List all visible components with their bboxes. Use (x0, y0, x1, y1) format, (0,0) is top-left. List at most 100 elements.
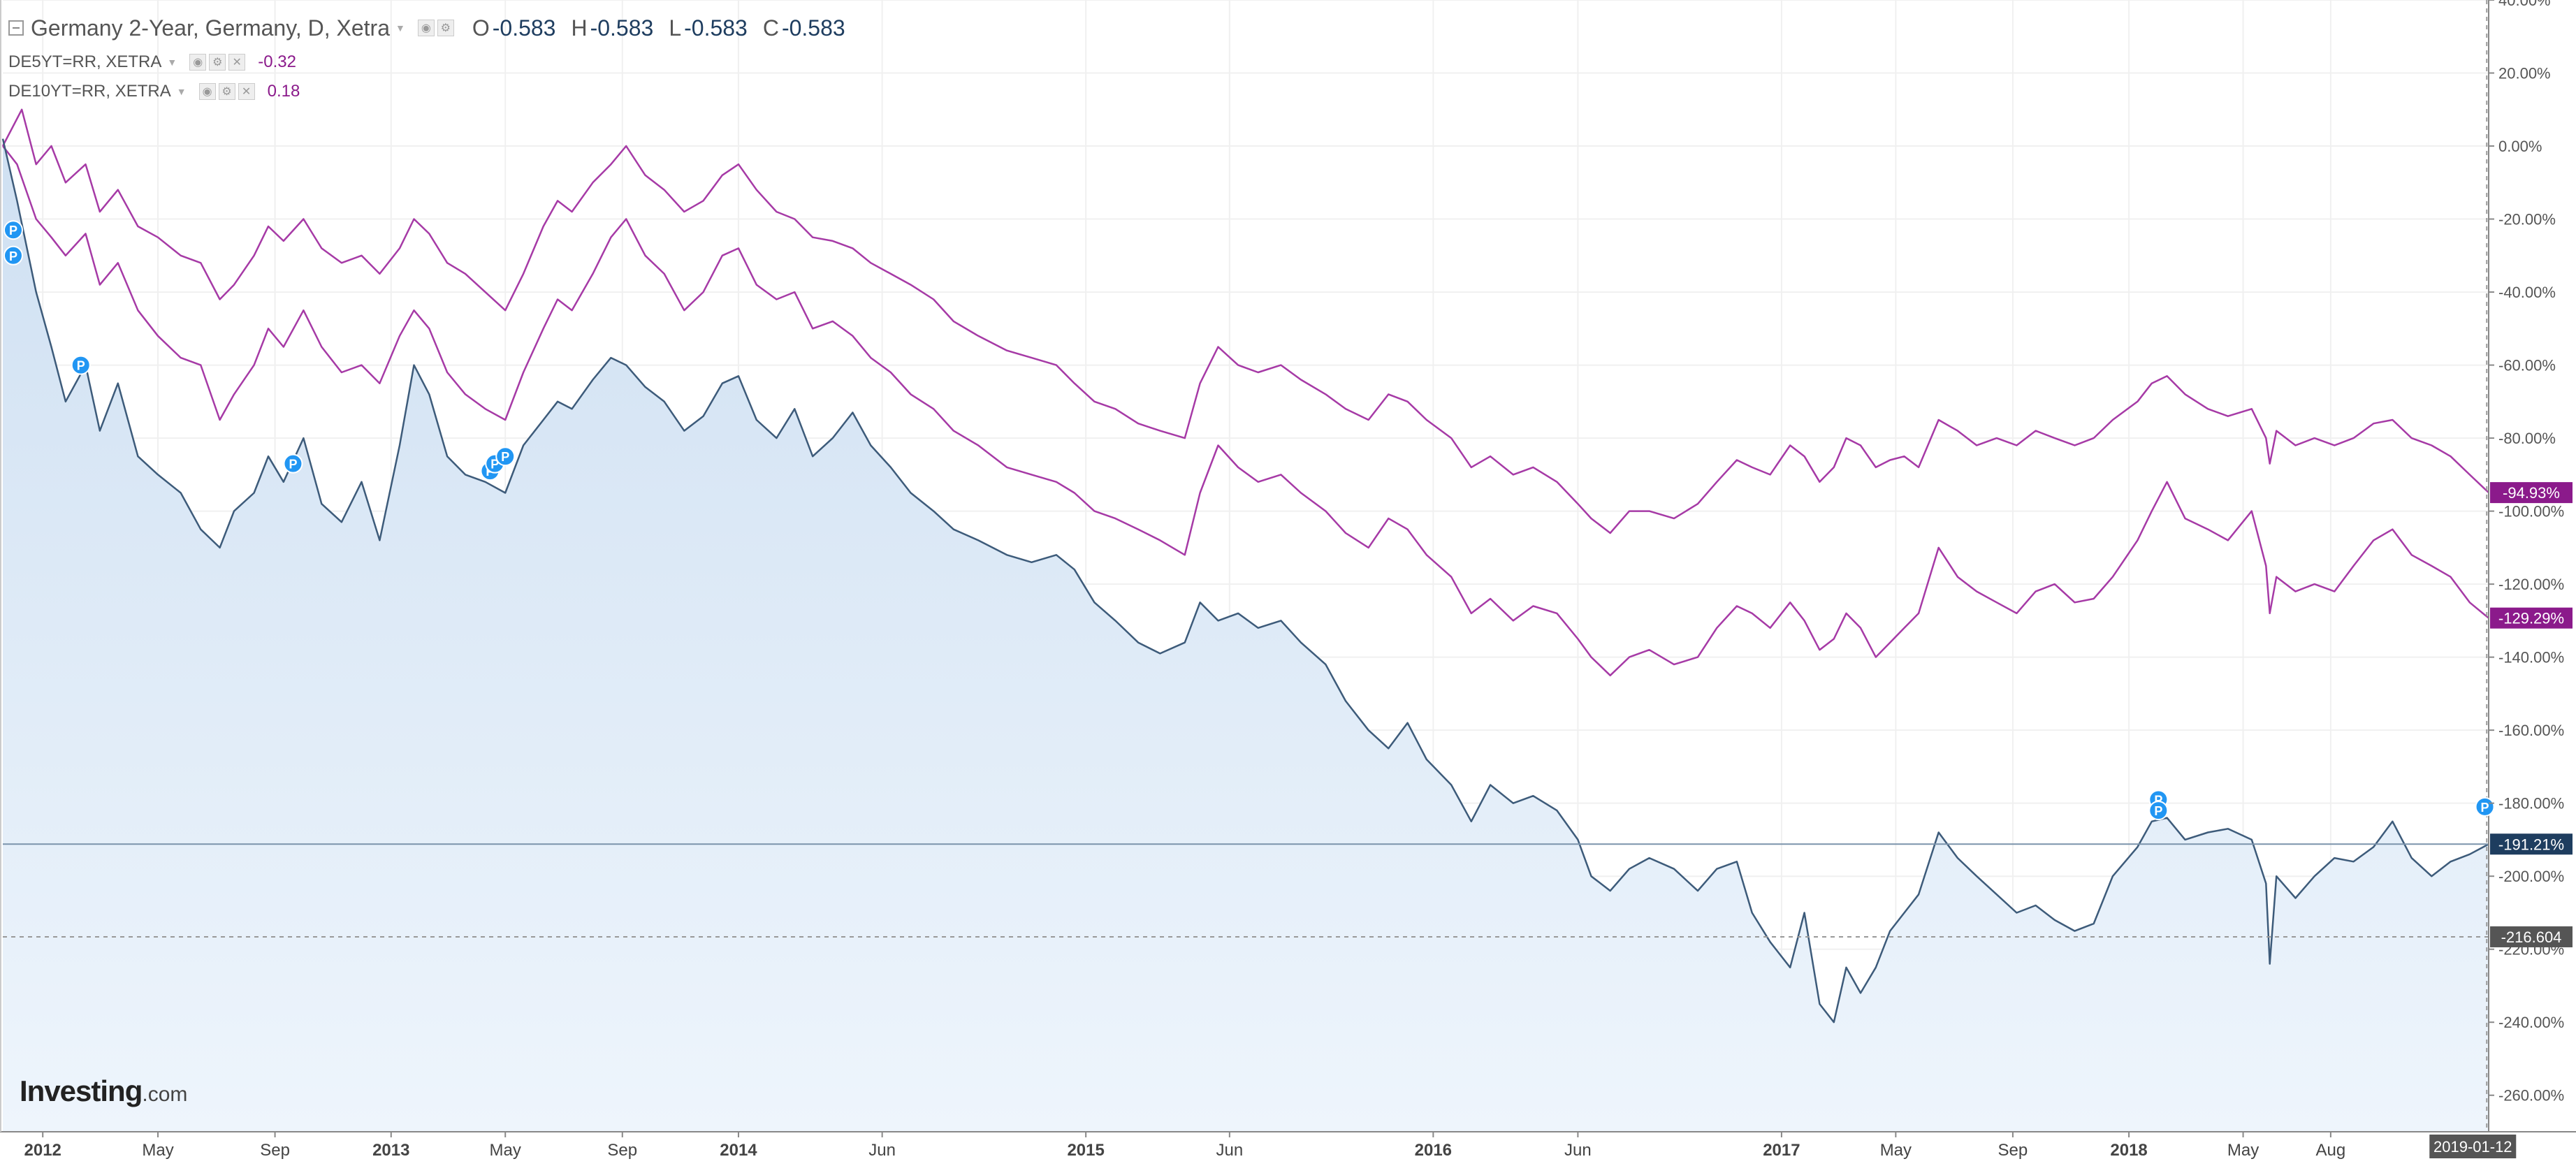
x-tick-label: May (2227, 1141, 2259, 1160)
series-line-de10yt[interactable] (1, 108, 2489, 534)
x-tick-label: Jun (1564, 1141, 1592, 1160)
y-tick-label: 40.00% (2498, 0, 2551, 9)
main-series-area (3, 138, 2489, 1132)
y-tick-label: -240.00% (2498, 1014, 2564, 1031)
high-label: H (571, 15, 588, 41)
event-marker-circle (71, 355, 91, 375)
event-marker-circle (3, 245, 23, 265)
x-tick-label: 2015 (1067, 1141, 1104, 1160)
x-tick-label: 2016 (1415, 1141, 1452, 1160)
visibility-icon[interactable]: ◉ (417, 20, 435, 36)
x-tick-label: May (142, 1141, 173, 1160)
y-tick-label: -140.00% (2498, 649, 2564, 666)
price-tag-bg (2490, 607, 2573, 629)
event-marker-label: P (501, 450, 509, 464)
logo-suffix: .com (142, 1083, 188, 1106)
compare-series-title[interactable]: DE5YT=RR, XETRA (8, 52, 162, 71)
y-tick-label: -40.00% (2498, 284, 2556, 301)
y-tick-label: -60.00% (2498, 357, 2556, 374)
x-axis: 2012 May Sep 2013 May Sep 2014 Jun 2015 Jun 2016 Ju… (24, 1132, 2346, 1160)
chevron-down-icon[interactable]: ▼ (167, 57, 177, 68)
close-icon[interactable]: ✕ (238, 83, 255, 100)
x-tick-label: May (1880, 1141, 1912, 1160)
event-marker-label: P (289, 458, 297, 472)
event-marker-label: P (9, 224, 17, 238)
event-marker-label: P (77, 359, 85, 373)
event-marker-icon[interactable]: P (3, 220, 23, 240)
x-tick-label: Aug (2316, 1141, 2346, 1160)
event-marker-icon[interactable]: P (495, 446, 516, 467)
price-tag-bg (2490, 482, 2573, 504)
event-marker-circle (283, 453, 303, 474)
x-tick-label: May (490, 1141, 521, 1160)
price-tag-label: -191.21% (2498, 836, 2564, 853)
low-label: L (669, 15, 682, 41)
event-marker-icon[interactable]: P (3, 245, 23, 265)
x-tick-label: Sep (607, 1141, 637, 1160)
chevron-down-icon[interactable]: ▼ (176, 86, 187, 97)
price-tag-germany-2-year: -191.21% (2490, 833, 2573, 855)
chevron-down-icon[interactable]: ▼ (395, 22, 405, 34)
price-tag-bg (2490, 833, 2573, 855)
event-marker-icon[interactable]: P (2148, 801, 2169, 821)
chart-legend: Germany 2-Year, Germany, D, Xetra ▼ ◉ ⚙ … (8, 8, 845, 106)
compare-series-value: 0.18 (267, 82, 300, 101)
y-tick-label: -80.00% (2498, 430, 2556, 447)
event-marker-label: P (2481, 801, 2489, 815)
settings-icon[interactable]: ⚙ (437, 20, 454, 36)
visibility-icon[interactable]: ◉ (198, 83, 216, 100)
x-tick-label: 2013 (372, 1141, 409, 1160)
y-tick-label: -160.00% (2498, 722, 2564, 739)
investing-logo: Investing.com (20, 1074, 187, 1108)
event-marker-icon[interactable]: P (283, 453, 303, 474)
event-marker-icon[interactable]: P (71, 355, 91, 375)
event-marker-circle (2148, 801, 2169, 821)
event-marker-label: P (9, 249, 17, 263)
y-tick-label: -100.00% (2498, 503, 2564, 520)
y-tick-label: -260.00% (2498, 1087, 2564, 1105)
compare-series-value: -0.32 (258, 52, 296, 71)
visibility-icon[interactable]: ◉ (189, 54, 207, 71)
settings-icon[interactable]: ⚙ (218, 83, 235, 100)
y-tick-label: 0.00% (2498, 138, 2542, 155)
crosshair-price-tag: -216.604 (2490, 926, 2573, 947)
settings-icon[interactable]: ⚙ (209, 54, 226, 71)
compare-series-title[interactable]: DE10YT=RR, XETRA (8, 82, 171, 101)
price-tag-label: -94.93% (2503, 484, 2560, 502)
logo-brand: Investing (20, 1074, 143, 1107)
x-tick-label: 2012 (24, 1141, 61, 1160)
legend-main-row: Germany 2-Year, Germany, D, Xetra ▼ ◉ ⚙ … (8, 8, 845, 48)
low-value: -0.583 (684, 15, 748, 41)
y-tick-label: -200.00% (2498, 868, 2564, 885)
event-marker-circle (3, 220, 23, 240)
legend-compare-row: DE5YT=RR, XETRA ▼ ◉ ⚙ ✕ -0.32 (8, 48, 845, 77)
series-line-germany-2-year[interactable] (1, 138, 2489, 1023)
x-tick-label: Sep (260, 1141, 290, 1160)
x-tick-label: Jun (868, 1141, 896, 1160)
y-tick-label: -180.00% (2498, 795, 2564, 812)
date-tag-bg (2429, 1135, 2517, 1158)
high-value: -0.583 (590, 15, 654, 41)
x-tick-label: 2017 (1763, 1141, 1800, 1160)
date-tag-label: 2019-01-12 (2433, 1138, 2512, 1156)
series-line-de5yt[interactable] (2, 145, 2489, 677)
open-value: -0.583 (492, 15, 556, 41)
crosshair-date-tag: 2019-01-12 (2429, 1135, 2517, 1158)
price-tag-label: -129.29% (2498, 610, 2564, 627)
price-tag-de10yt: -94.93% (2490, 482, 2573, 504)
close-icon[interactable]: ✕ (228, 54, 246, 71)
collapse-legend-button[interactable] (8, 20, 24, 36)
price-tag-label: -216.604 (2501, 928, 2562, 946)
main-series-title[interactable]: Germany 2-Year, Germany, D, Xetra (31, 15, 390, 41)
event-marker-circle (495, 446, 516, 467)
x-tick-label: Sep (1998, 1141, 2028, 1160)
close-label: C (762, 15, 779, 41)
event-marker-icon[interactable]: P (2475, 796, 2495, 817)
event-marker-label: P (2154, 804, 2162, 818)
y-axis: 40.00% 20.00% 0.00% -20.00% -40.00% -60.00% -8… (2489, 0, 2564, 1105)
price-tag-de5yt: -129.29% (2490, 607, 2573, 629)
x-tick-label: Jun (1216, 1141, 1243, 1160)
close-value: -0.583 (781, 15, 845, 41)
